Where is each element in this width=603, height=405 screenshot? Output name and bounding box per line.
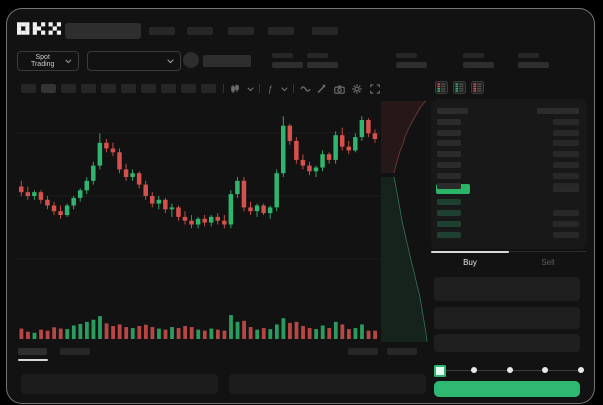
interval-button[interactable] bbox=[181, 84, 196, 93]
chevron-down-icon[interactable] bbox=[278, 83, 290, 95]
nav-item[interactable] bbox=[228, 27, 254, 35]
bottom-action[interactable] bbox=[387, 348, 417, 355]
orderbook-header-amount bbox=[537, 108, 579, 114]
bottom-tab-underline bbox=[18, 359, 48, 361]
tab-sell[interactable]: Sell bbox=[541, 258, 555, 267]
stat-value-placeholder bbox=[396, 62, 427, 68]
book-combined-icon[interactable] bbox=[435, 81, 448, 94]
candlestick-chart[interactable] bbox=[15, 101, 381, 341]
bid-amount-placeholder[interactable] bbox=[553, 232, 579, 238]
ask-amount-placeholder[interactable] bbox=[553, 161, 579, 168]
ask-amount-placeholder[interactable] bbox=[553, 140, 579, 147]
book-asks-icon[interactable] bbox=[471, 81, 484, 94]
interval-button[interactable] bbox=[101, 84, 116, 93]
fullscreen-icon[interactable] bbox=[369, 83, 381, 95]
ask-price-placeholder[interactable] bbox=[437, 140, 461, 147]
market-type-label: Spot Trading bbox=[30, 54, 55, 68]
interval-button[interactable] bbox=[81, 84, 96, 93]
wave-icon[interactable] bbox=[299, 83, 311, 95]
app-window: Spot Trading bbox=[6, 8, 595, 404]
toolbar-divider bbox=[223, 84, 224, 93]
panel-placeholder-left bbox=[21, 374, 218, 394]
depth-chart bbox=[381, 100, 428, 343]
search-input[interactable] bbox=[65, 23, 141, 39]
stat-label-placeholder bbox=[307, 53, 328, 58]
market-type-selector[interactable]: Spot Trading bbox=[17, 51, 79, 71]
bid-price-placeholder[interactable] bbox=[437, 199, 461, 205]
total-input[interactable] bbox=[434, 334, 580, 352]
slider-stop-dot[interactable] bbox=[577, 367, 584, 373]
amount-input[interactable] bbox=[434, 307, 580, 329]
stat-label-placeholder bbox=[396, 53, 417, 58]
chevron-down-icon[interactable] bbox=[244, 83, 256, 95]
ask-price-placeholder[interactable] bbox=[437, 172, 461, 179]
buy-submit-button[interactable] bbox=[434, 381, 580, 397]
stat-value-placeholder bbox=[272, 62, 303, 68]
slider-stop-dot[interactable] bbox=[471, 367, 477, 373]
ask-amount-placeholder[interactable] bbox=[553, 151, 579, 158]
draw-icon[interactable] bbox=[315, 83, 327, 95]
ask-price-placeholder[interactable] bbox=[437, 119, 461, 125]
trade-tabs: Buy Sell bbox=[431, 250, 587, 274]
bottom-tab[interactable] bbox=[60, 348, 90, 355]
bid-price-placeholder[interactable] bbox=[437, 210, 461, 216]
interval-button[interactable] bbox=[141, 84, 156, 93]
ask-amount-placeholder[interactable] bbox=[553, 119, 579, 125]
price-input[interactable] bbox=[434, 277, 580, 301]
bid-price-placeholder[interactable] bbox=[437, 232, 461, 238]
interval-button[interactable] bbox=[41, 84, 56, 93]
interval-button[interactable] bbox=[21, 84, 36, 93]
nav-item[interactable] bbox=[312, 27, 338, 35]
order-book[interactable] bbox=[431, 99, 587, 249]
book-bids-icon[interactable] bbox=[453, 81, 466, 94]
panel-placeholder-right bbox=[229, 374, 426, 394]
interval-button[interactable] bbox=[121, 84, 136, 93]
toolbar-divider bbox=[293, 84, 294, 93]
bottom-tab-active[interactable] bbox=[18, 348, 47, 355]
stat-label-placeholder bbox=[463, 53, 484, 58]
active-tab-indicator bbox=[431, 250, 509, 253]
stat-value-placeholder bbox=[463, 62, 494, 68]
nav-item[interactable] bbox=[187, 27, 213, 35]
slider-stop-dot[interactable] bbox=[542, 367, 548, 373]
ask-price-placeholder[interactable] bbox=[437, 161, 461, 168]
pair-name-placeholder bbox=[203, 55, 251, 67]
stat-value-placeholder bbox=[307, 62, 338, 68]
ask-amount-placeholder[interactable] bbox=[553, 183, 579, 190]
stat-value-placeholder bbox=[518, 62, 549, 68]
okx-logo[interactable] bbox=[17, 22, 61, 35]
ask-price-placeholder[interactable] bbox=[437, 151, 461, 158]
chevron-down-icon bbox=[65, 58, 72, 63]
ask-amount-placeholder[interactable] bbox=[553, 172, 579, 179]
bid-price-placeholder[interactable] bbox=[437, 221, 461, 227]
slider-stop-dot[interactable] bbox=[506, 367, 513, 373]
indicator-icon[interactable]: ƒ bbox=[267, 84, 273, 94]
amount-percent-slider[interactable] bbox=[434, 363, 585, 377]
toolbar-divider bbox=[259, 84, 260, 93]
stat-label-placeholder bbox=[272, 53, 293, 58]
bottom-action[interactable] bbox=[348, 348, 378, 355]
coin-icon bbox=[183, 52, 199, 68]
settings-icon[interactable] bbox=[351, 83, 363, 95]
slider-handle[interactable] bbox=[434, 365, 446, 377]
bid-amount-placeholder[interactable] bbox=[553, 221, 579, 227]
chevron-down-icon bbox=[167, 58, 174, 63]
pair-selector-dropdown[interactable] bbox=[87, 51, 181, 71]
interval-button[interactable] bbox=[201, 84, 216, 93]
bid-amount-placeholder[interactable] bbox=[553, 210, 579, 216]
camera-icon[interactable] bbox=[333, 83, 345, 95]
nav-item[interactable] bbox=[268, 27, 294, 35]
ask-price-placeholder[interactable] bbox=[437, 183, 461, 190]
stat-label-placeholder bbox=[518, 53, 539, 58]
chart-type-icon[interactable] bbox=[229, 83, 241, 95]
ask-amount-placeholder[interactable] bbox=[553, 129, 579, 136]
ask-price-placeholder[interactable] bbox=[437, 129, 461, 136]
nav-item[interactable] bbox=[149, 27, 175, 35]
interval-button[interactable] bbox=[61, 84, 76, 93]
orderbook-header-price bbox=[437, 108, 468, 114]
tab-buy[interactable]: Buy bbox=[463, 258, 477, 267]
interval-button[interactable] bbox=[161, 84, 176, 93]
